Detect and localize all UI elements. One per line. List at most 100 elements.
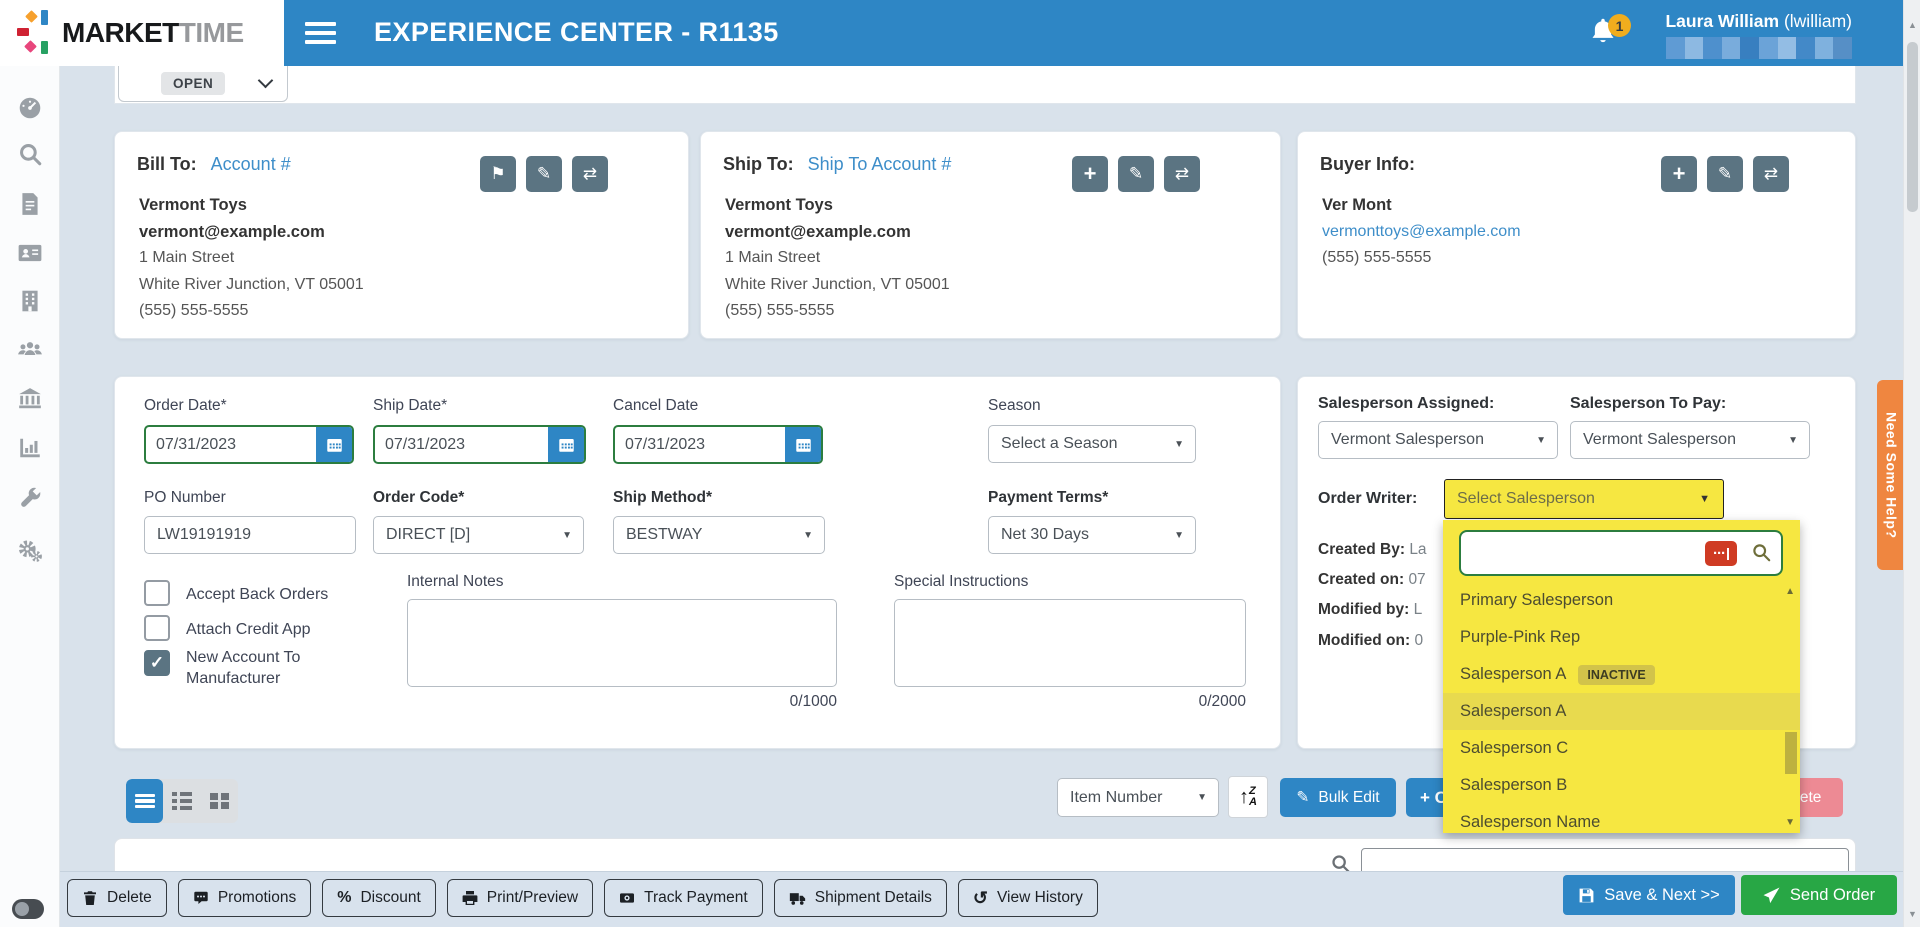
list-view-button[interactable] (126, 779, 164, 823)
internal-notes-textarea[interactable] (407, 599, 837, 687)
ship-to-account-link[interactable]: Ship To Account # (807, 154, 952, 174)
inactive-badge: INACTIVE (1578, 664, 1655, 685)
search-icon[interactable] (1752, 543, 1771, 567)
season-select[interactable]: Select a Season ▼ (988, 425, 1196, 463)
add-ship-to-button[interactable]: + (1072, 156, 1108, 192)
sidebar-item-bank[interactable] (17, 386, 43, 412)
order-code-select[interactable]: DIRECT [D] ▼ (373, 516, 584, 554)
bill-to-account-link[interactable]: Account # (210, 154, 291, 174)
po-number-input[interactable]: LW19191919 (144, 516, 356, 554)
order-code-label: Order Code* (373, 489, 465, 506)
promotions-button[interactable]: Promotions (177, 879, 312, 917)
dropdown-arrow-icon: ▼ (1174, 529, 1184, 541)
edit-ship-to-button[interactable]: ✎ (1118, 156, 1154, 192)
sort-direction-button[interactable]: ↑ Z A (1228, 776, 1268, 818)
wrench-icon (21, 487, 41, 507)
new-account-checkbox[interactable]: ✓ (144, 650, 170, 676)
view-history-button[interactable]: ↺ View History (957, 879, 1098, 917)
swap-ship-to-button[interactable]: ⇄ (1164, 156, 1200, 192)
sidebar-item-documents[interactable] (17, 191, 43, 217)
cancel-date-input[interactable]: 07/31/2023 (613, 425, 823, 464)
sidebar-collapse-toggle[interactable] (12, 899, 44, 919)
swap-buyer-button[interactable]: ⇄ (1753, 156, 1789, 192)
delete-order-button[interactable]: Delete (67, 879, 167, 917)
scrollbar-thumb[interactable] (1907, 42, 1918, 212)
swap-arrows-icon: ⇄ (582, 164, 598, 183)
order-writer-select[interactable]: Select Salesperson ▼ (1444, 479, 1724, 519)
salesperson-search-box: ··· (1459, 530, 1783, 576)
flag-button[interactable]: ⚑ (480, 156, 516, 192)
special-instructions-textarea[interactable] (894, 599, 1246, 687)
ship-method-label: Ship Method* (613, 489, 713, 506)
notifications-bell-icon[interactable]: 1 (1588, 14, 1634, 54)
order-date-input[interactable]: 07/31/2023 (144, 425, 354, 464)
contact-card-icon (18, 244, 42, 262)
shipment-details-button[interactable]: Shipment Details (773, 879, 947, 917)
item-sort-select[interactable]: Item Number ▼ (1057, 778, 1219, 817)
salesperson-option[interactable]: Purple-Pink Rep (1460, 628, 1581, 646)
sidebar-item-settings[interactable] (17, 538, 43, 564)
salesperson-option[interactable]: Primary Salesperson (1460, 591, 1614, 609)
print-preview-button[interactable]: Print/Preview (446, 879, 594, 917)
ship-date-input[interactable]: 07/31/2023 (373, 425, 586, 464)
scroll-down-icon[interactable]: ▼ (1908, 909, 1917, 919)
edit-buyer-button[interactable]: ✎ (1707, 156, 1743, 192)
salesperson-option[interactable]: Salesperson Name (1460, 813, 1601, 831)
calendar-icon[interactable] (548, 427, 584, 462)
scroll-up-icon[interactable]: ▲ (1785, 586, 1795, 597)
sidebar-item-customers[interactable] (17, 336, 43, 362)
flag-icon: ⚑ (490, 164, 506, 183)
internal-notes-counter: 0/1000 (789, 693, 837, 710)
need-help-tab[interactable]: Need Some Help? (1877, 380, 1906, 570)
salesperson-assigned-select[interactable]: Vermont Salesperson ▼ (1318, 421, 1558, 459)
swap-arrows-icon: ⇄ (1763, 164, 1779, 183)
salesperson-search-input[interactable] (1469, 536, 1709, 570)
bank-icon (19, 388, 41, 409)
view-toggle-group (126, 779, 238, 823)
detail-view-icon (172, 791, 192, 811)
bottom-toolbar: Delete Promotions % Discount Print/Previ… (60, 871, 1920, 927)
sidebar-item-contacts[interactable] (17, 240, 43, 266)
salesperson-option[interactable]: Salesperson C (1460, 739, 1569, 757)
sidebar-item-tools[interactable] (17, 486, 43, 512)
sidebar-item-reports[interactable] (17, 435, 43, 461)
printer-icon (462, 891, 478, 905)
bulk-edit-button[interactable]: ✎ Bulk Edit (1280, 778, 1396, 817)
salesperson-to-pay-select[interactable]: Vermont Salesperson ▼ (1570, 421, 1810, 459)
sidebar-item-dashboard[interactable] (17, 95, 43, 121)
calendar-icon[interactable] (316, 427, 352, 462)
po-number-label: PO Number (144, 489, 226, 506)
buyer-info-details: Ver Mont vermonttoys@example.com (555) 5… (1322, 196, 1521, 266)
scroll-down-icon[interactable]: ▼ (1785, 817, 1795, 828)
cancel-date-label: Cancel Date (613, 397, 699, 414)
track-payment-button[interactable]: Track Payment (604, 879, 763, 917)
input-options-icon[interactable]: ··· (1705, 541, 1737, 566)
attach-credit-app-checkbox[interactable] (144, 615, 170, 641)
ship-method-select[interactable]: BESTWAY ▼ (613, 516, 825, 554)
accept-back-orders-checkbox[interactable] (144, 580, 170, 606)
salesperson-option[interactable]: Salesperson B (1460, 776, 1568, 794)
buyer-info-card: Buyer Info: + ✎ ⇄ Ver Mont vermonttoys@e… (1297, 131, 1856, 339)
edit-bill-to-button[interactable]: ✎ (526, 156, 562, 192)
buyer-email-link[interactable]: vermonttoys@example.com (1322, 222, 1521, 240)
save-next-button[interactable]: Save & Next >> (1563, 875, 1735, 915)
scroll-up-icon[interactable]: ▲ (1908, 20, 1917, 30)
detail-view-button[interactable] (163, 779, 200, 823)
user-menu[interactable]: Laura William (lwilliam) (1665, 11, 1852, 31)
trash-icon (84, 891, 96, 905)
swap-bill-to-button[interactable]: ⇄ (572, 156, 608, 192)
send-order-button[interactable]: Send Order (1741, 875, 1897, 915)
payment-terms-label: Payment Terms* (988, 489, 1109, 506)
menu-hamburger-icon[interactable] (305, 22, 336, 49)
payment-terms-select[interactable]: Net 30 Days ▼ (988, 516, 1196, 554)
dropdown-scrollbar-thumb[interactable] (1785, 732, 1797, 774)
discount-button[interactable]: % Discount (322, 879, 436, 917)
page-scrollbar[interactable]: ▲ ▼ (1903, 0, 1920, 927)
add-buyer-button[interactable]: + (1661, 156, 1697, 192)
grid-view-button[interactable] (201, 779, 238, 823)
sidebar-item-company[interactable] (17, 288, 43, 314)
salesperson-option[interactable]: Salesperson A INACTIVE (1443, 656, 1800, 693)
salesperson-option-highlighted[interactable]: Salesperson A (1443, 693, 1800, 730)
calendar-icon[interactable] (785, 427, 821, 462)
sidebar-item-search[interactable] (17, 141, 43, 167)
